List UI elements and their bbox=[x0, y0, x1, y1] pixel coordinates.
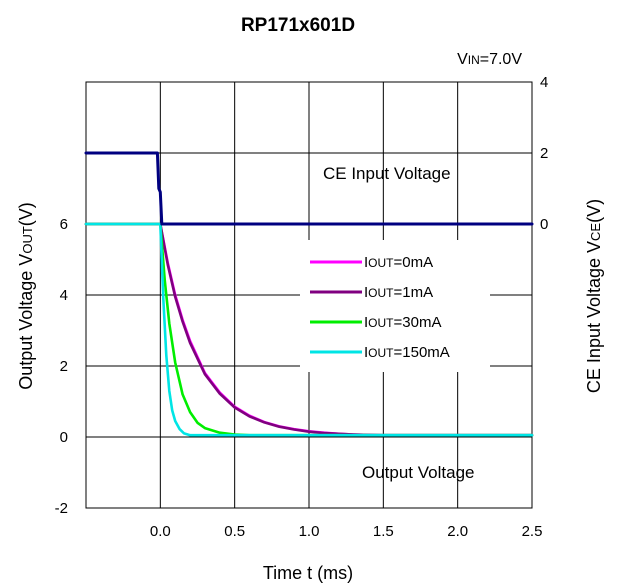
ce-input-voltage-annotation: CE Input Voltage bbox=[323, 164, 451, 183]
x-tick-label: 0.5 bbox=[224, 523, 245, 540]
y-axis-label-right: CE Input Voltage VCE(V) bbox=[584, 199, 604, 393]
legend-entry: IOUT=1mA bbox=[364, 284, 433, 301]
legend-entry: IOUT=150mA bbox=[364, 344, 450, 361]
x-tick-label: 2.0 bbox=[447, 523, 468, 540]
output-voltage-annotation: Output Voltage bbox=[362, 463, 474, 482]
x-tick-label: 1.0 bbox=[299, 523, 320, 540]
y-tick-label-left: 4 bbox=[60, 287, 68, 304]
y-tick-label-left: -2 bbox=[55, 500, 68, 517]
x-axis-label: Time t (ms) bbox=[263, 563, 353, 583]
y-axis-label-left: Output Voltage VOUT(V) bbox=[16, 202, 36, 390]
y-tick-label-left: 6 bbox=[60, 216, 68, 233]
chart-title: RP171x601D bbox=[241, 15, 355, 36]
legend: IOUT=0mA IOUT=1mA IOUT=30mA IOUT=150mA bbox=[300, 240, 490, 372]
y-tick-label-right: 2 bbox=[540, 145, 548, 162]
y-tick-label-right: 4 bbox=[540, 74, 548, 91]
series-line-ce bbox=[84, 151, 534, 226]
x-tick-label: 1.5 bbox=[373, 523, 394, 540]
y-tick-label-left: 2 bbox=[60, 358, 68, 375]
legend-entry: IOUT=0mA bbox=[364, 254, 433, 271]
y-tick-label-right: 0 bbox=[540, 216, 548, 233]
series-lines bbox=[84, 151, 534, 437]
tick-labels: 0.0 0.5 1.0 1.5 2.0 2.5 -2 0 2 4 6 0 2 4 bbox=[55, 74, 549, 540]
legend-entry: IOUT=30mA bbox=[364, 314, 441, 331]
x-tick-label: 0.0 bbox=[150, 523, 171, 540]
y-tick-label-left: 0 bbox=[60, 429, 68, 446]
vin-label: VIN=7.0V bbox=[457, 51, 522, 68]
x-tick-label: 2.5 bbox=[522, 523, 543, 540]
